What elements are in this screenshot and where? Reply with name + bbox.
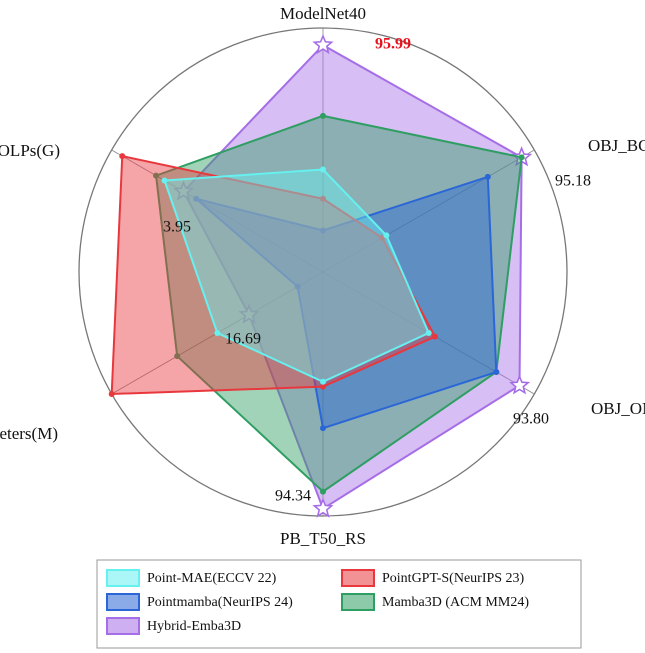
axis-label: ModelNet40	[280, 4, 366, 23]
axis-label: Parameters(M)	[0, 424, 58, 443]
value-annotation: 94.34	[275, 488, 311, 505]
point-marker	[518, 154, 525, 161]
point-marker	[214, 330, 221, 336]
value-annotation: 3.95	[163, 219, 191, 236]
legend-swatch	[106, 569, 140, 587]
point-marker	[320, 195, 326, 202]
point-marker	[383, 232, 390, 239]
spoke	[111, 149, 324, 273]
point-marker	[320, 378, 326, 385]
point-marker	[320, 488, 326, 495]
point-marker	[320, 383, 326, 390]
axis-label: OBJ_BG	[588, 136, 645, 155]
legend-label: Pointmamba(NeurIPS 24)	[147, 595, 293, 610]
legend-swatch	[341, 569, 375, 587]
series	[193, 173, 500, 432]
point-marker	[425, 330, 432, 336]
value-annotation: 93.80	[513, 411, 549, 428]
value-annotation: 16.69	[225, 331, 261, 348]
star-marker	[312, 497, 334, 518]
point-marker	[484, 173, 491, 180]
point-marker	[320, 112, 326, 119]
point-marker	[174, 353, 181, 360]
point-marker	[493, 369, 500, 376]
legend-swatch	[106, 593, 140, 611]
star-marker	[238, 303, 260, 324]
star-marker	[173, 180, 195, 201]
legend-swatch	[341, 593, 375, 611]
star-marker	[312, 34, 334, 55]
legend-label: Mamba3D (ACM MM24)	[382, 595, 529, 610]
axis-label: FOLPs(G)	[0, 141, 60, 160]
point-marker	[193, 195, 200, 202]
point-marker	[320, 227, 326, 234]
point-marker	[320, 166, 326, 173]
series	[153, 112, 525, 495]
axis-label: OBJ_ONLY	[591, 399, 645, 418]
point-marker	[119, 153, 126, 160]
point-marker	[320, 425, 326, 432]
legend-swatch	[106, 617, 140, 635]
point-marker	[153, 172, 160, 179]
legend-label: Hybrid-Emba3D	[147, 619, 241, 634]
legend-label: PointGPT-S(NeurIPS 23)	[382, 571, 525, 586]
spokes	[111, 28, 535, 516]
legend-label: Point-MAE(ECCV 22)	[147, 571, 277, 586]
value-annotation: 95.18	[555, 173, 591, 190]
point-marker	[294, 283, 301, 290]
point-marker	[431, 333, 438, 340]
spoke	[322, 149, 535, 273]
point-marker	[108, 391, 115, 397]
legend-box	[96, 559, 582, 649]
axis-label: PB_T50_RS	[280, 529, 366, 548]
star-marker	[509, 374, 531, 395]
series	[108, 153, 438, 397]
series	[161, 166, 432, 385]
value-annotation: 95.99	[375, 36, 411, 53]
point-marker	[161, 177, 168, 184]
